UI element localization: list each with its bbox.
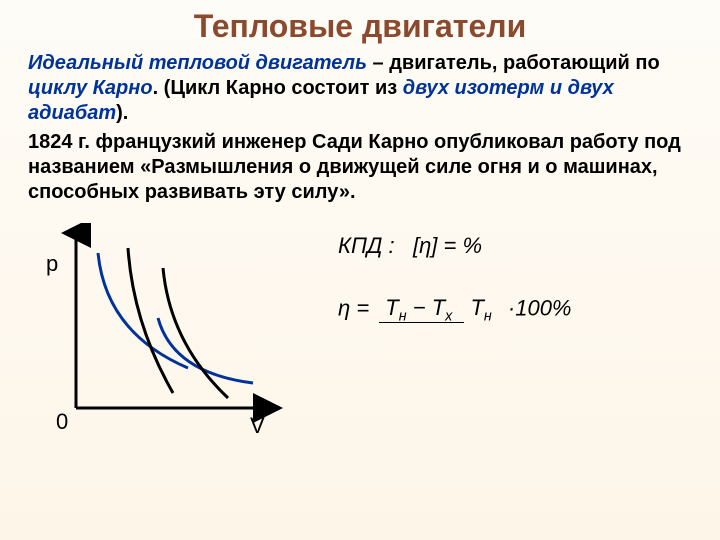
chart-svg — [28, 223, 288, 433]
adiabat-1 — [128, 248, 173, 393]
kpd-prefix: КПД : — [338, 233, 395, 258]
fraction-numerator: Tн − Tх — [379, 295, 464, 323]
origin-label: 0 — [56, 409, 68, 435]
page-title: Тепловые двигатели — [0, 0, 720, 45]
formula-eta-equation: η = Tн − Tх Tн ·100% — [338, 295, 692, 324]
eta-symbol: η — [419, 233, 431, 258]
v-axis-label: V — [250, 413, 265, 439]
sub-hot-num: н — [399, 308, 407, 324]
T-hot-den: T — [470, 295, 483, 320]
fraction: Tн − Tх Tн — [379, 295, 497, 324]
percent-unit: % — [462, 233, 482, 258]
carnot-pv-chart: p 0 V — [28, 223, 298, 443]
formula-kpd-unit: КПД : [η] = % — [338, 233, 692, 259]
text-mid1: – двигатель, работающий по — [367, 52, 660, 74]
paragraph-2: 1824 г. французкий инженер Сади Карно оп… — [0, 130, 720, 205]
adiabat-2 — [163, 268, 228, 398]
T-hot-num: T — [385, 295, 398, 320]
mult-100pct: ·100% — [508, 296, 572, 321]
eta-lhs: η — [338, 296, 350, 321]
p-axis-label: p — [46, 251, 58, 277]
sub-cold: х — [445, 308, 452, 324]
formulas-column: КПД : [η] = % η = Tн − Tх Tн ·100% — [298, 223, 692, 443]
paragraph-1: Идеальный тепловой двигатель – двигатель… — [0, 51, 720, 126]
text-tail: ). — [116, 102, 128, 124]
text-mid2: . (Цикл Карно состоит из — [153, 77, 403, 99]
T-cold: T — [432, 295, 445, 320]
fraction-denominator: Tн — [464, 293, 497, 320]
term-ideal-engine: Идеальный тепловой двигатель — [28, 52, 367, 74]
term-carnot-cycle: циклу Карно — [28, 77, 153, 99]
sub-hot-den: н — [484, 308, 492, 324]
content-row: p 0 V КПД : [η] = % η = Tн − Tх Tн ·100% — [0, 223, 720, 443]
